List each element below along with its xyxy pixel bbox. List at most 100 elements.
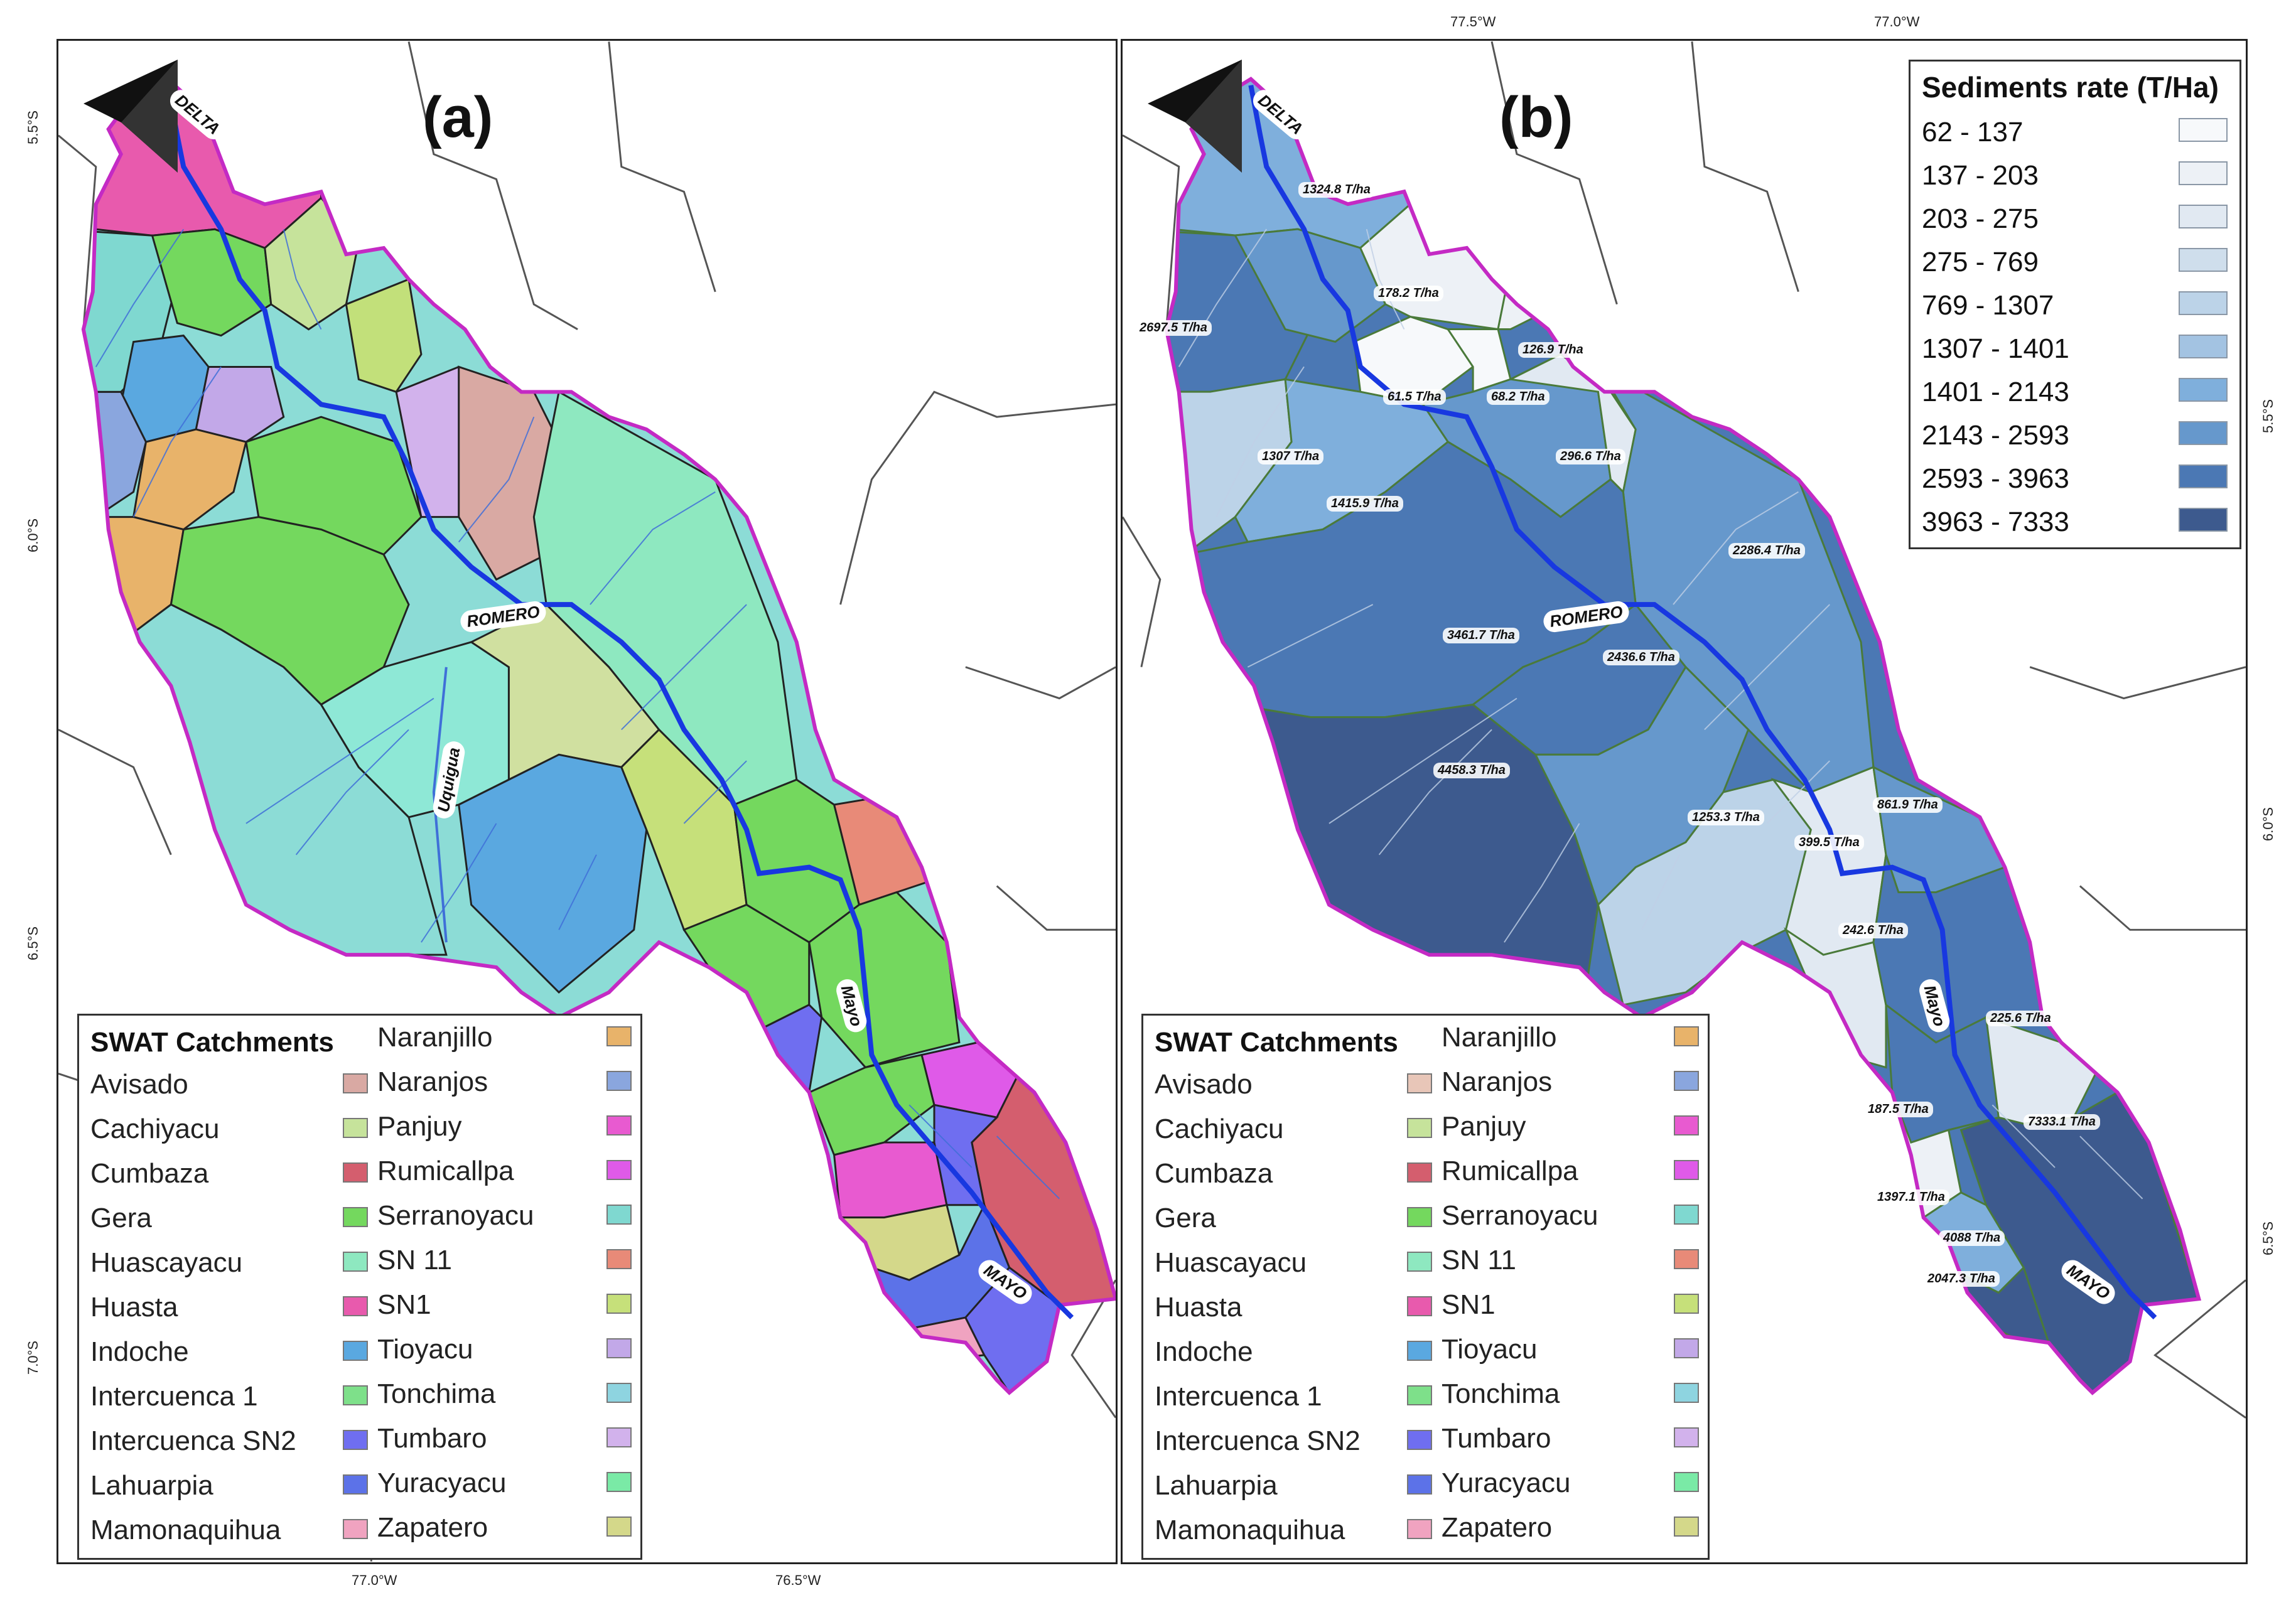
sediment-class-swatch bbox=[2179, 205, 2228, 228]
legend-name: Huascayacu bbox=[90, 1247, 243, 1278]
sediment-value-label: 178.2 T/ha bbox=[1374, 286, 1443, 301]
sediment-class-row: 2143 - 2593 bbox=[1922, 415, 2233, 453]
legend-name: Yuracyacu bbox=[377, 1468, 507, 1498]
swatch-gera bbox=[1407, 1207, 1432, 1227]
swatch-tioyacu bbox=[606, 1338, 632, 1358]
swatch-mamonaquihua bbox=[343, 1519, 368, 1539]
sediment-value-label: 1307 T/ha bbox=[1258, 449, 1324, 464]
legend-name: Huasta bbox=[90, 1292, 178, 1323]
sediment-class-label: 769 - 1307 bbox=[1922, 290, 2054, 321]
sediment-class-swatch bbox=[2179, 378, 2228, 402]
tick-label-b-right: 6.0°S bbox=[2260, 807, 2276, 841]
swatch-avisado bbox=[1407, 1073, 1432, 1093]
swatch-intercuenca-1 bbox=[1407, 1385, 1432, 1405]
legend-name: Serranoyacu bbox=[1442, 1200, 1598, 1231]
sediment-class-label: 2593 - 3963 bbox=[1922, 463, 2069, 494]
sediment-class-label: 3963 - 7333 bbox=[1922, 507, 2069, 537]
swatch-mamonaquihua bbox=[1407, 1519, 1432, 1539]
swatch-intercuenca-sn2 bbox=[1407, 1430, 1432, 1450]
swatch-yuracyacu bbox=[1674, 1472, 1699, 1492]
sediment-value-label: 2286.4 T/ha bbox=[1728, 543, 1805, 559]
legend-name: Indoche bbox=[90, 1336, 189, 1367]
legend-title: SWAT Catchments bbox=[90, 1027, 334, 1058]
swatch-sn1 bbox=[1674, 1294, 1699, 1314]
legend-name: Mamonaquihua bbox=[1155, 1515, 1345, 1545]
swatch-lahuarpia bbox=[343, 1474, 368, 1495]
swatch-indoche bbox=[343, 1341, 368, 1361]
swatch-cachiyacu bbox=[1407, 1118, 1432, 1138]
tick-label-b-right: 5.5°S bbox=[2260, 399, 2276, 433]
sediment-class-swatch bbox=[2179, 118, 2228, 142]
swatch-gera bbox=[343, 1207, 368, 1227]
legend-name: Intercuenca 1 bbox=[90, 1381, 258, 1412]
sediment-value-label: 225.6 T/ha bbox=[1986, 1011, 2056, 1026]
sediment-class-label: 275 - 769 bbox=[1922, 247, 2039, 277]
sediment-legend: Sediments rate (T/Ha) 62 - 137 137 - 203… bbox=[1909, 60, 2241, 549]
uquigua-river-a bbox=[432, 667, 448, 943]
swatch-rumicallpa bbox=[606, 1160, 632, 1180]
legend-name: SN 11 bbox=[377, 1245, 453, 1275]
legend-name: Cachiyacu bbox=[90, 1114, 220, 1144]
tick-label-a-left: 7.0°S bbox=[25, 1340, 41, 1375]
main-river-a bbox=[165, 85, 1074, 1319]
legend-name: Avisado bbox=[90, 1069, 188, 1100]
sediment-class-label: 203 - 275 bbox=[1922, 203, 2039, 234]
legend-name: Tioyacu bbox=[1442, 1334, 1538, 1365]
swatch-sn1 bbox=[606, 1294, 632, 1314]
catchment-legend-a: SWAT Catchments Avisado Cachiyacu Cumbaz… bbox=[77, 1014, 642, 1560]
tick-label-b-top: 77.5°W bbox=[1450, 14, 1496, 30]
legend-name: Zapatero bbox=[377, 1512, 488, 1543]
legend-name: Naranjos bbox=[377, 1066, 488, 1097]
sediment-class-label: 62 - 137 bbox=[1922, 117, 2024, 148]
swatch-tioyacu bbox=[1674, 1338, 1699, 1358]
sediment-value-label: 861.9 T/ha bbox=[1873, 797, 1943, 813]
swatch-cachiyacu bbox=[343, 1118, 368, 1138]
sediment-class-swatch bbox=[2179, 421, 2228, 445]
sediment-value-label: 242.6 T/ha bbox=[1838, 923, 1908, 938]
sediment-value-label: 1415.9 T/ha bbox=[1327, 496, 1403, 512]
tributaries-a bbox=[95, 228, 1060, 1200]
legend-name: Naranjillo bbox=[377, 1022, 493, 1053]
sediment-value-label: 68.2 T/ha bbox=[1487, 389, 1550, 405]
sediment-class-label: 2143 - 2593 bbox=[1922, 420, 2069, 451]
legend-name: Tumbaro bbox=[1442, 1423, 1551, 1454]
swatch-cumbaza bbox=[1407, 1162, 1432, 1183]
sediment-class-swatch bbox=[2179, 464, 2228, 488]
sediment-value-label: 3461.7 T/ha bbox=[1443, 628, 1519, 643]
legend-name: Cumbaza bbox=[90, 1158, 209, 1189]
sediment-value-label: 2436.6 T/ha bbox=[1603, 650, 1679, 665]
legend-name: Huascayacu bbox=[1155, 1247, 1307, 1278]
sediment-class-row: 1401 - 2143 bbox=[1922, 372, 2233, 409]
swatch-naranjillo bbox=[1674, 1026, 1699, 1046]
swatch-naranjillo bbox=[606, 1026, 632, 1046]
sediment-value-label: 399.5 T/ha bbox=[1794, 835, 1864, 851]
swatch-serranoyacu bbox=[606, 1205, 632, 1225]
swatch-huasta bbox=[1407, 1296, 1432, 1316]
legend-name: Avisado bbox=[1155, 1069, 1253, 1100]
swatch-panjuy bbox=[606, 1115, 632, 1135]
swatch-panjuy bbox=[1674, 1115, 1699, 1135]
swatch-zapatero bbox=[1674, 1516, 1699, 1537]
sediment-class-row: 3963 - 7333 bbox=[1922, 502, 2233, 539]
tributaries-b bbox=[1178, 228, 2143, 1200]
sediment-value-label: 7333.1 T/ha bbox=[2024, 1114, 2100, 1130]
legend-name: Mamonaquihua bbox=[90, 1515, 281, 1545]
legend-name: Indoche bbox=[1155, 1336, 1253, 1367]
legend-name: Yuracyacu bbox=[1442, 1468, 1571, 1498]
sediment-value-label: 1253.3 T/ha bbox=[1688, 810, 1764, 825]
swatch-tumbaro bbox=[1674, 1427, 1699, 1447]
swatch-naranjos bbox=[606, 1071, 632, 1091]
sediment-class-swatch bbox=[2179, 335, 2228, 358]
swatch-tonchima bbox=[606, 1383, 632, 1403]
north-arrow-icon bbox=[1148, 60, 1242, 173]
legend-name: Cachiyacu bbox=[1155, 1114, 1284, 1144]
tick-label-a-bottom: 77.0°W bbox=[352, 1572, 397, 1588]
legend-name: SN1 bbox=[377, 1289, 431, 1320]
sediment-class-swatch bbox=[2179, 508, 2228, 532]
swatch-huasta bbox=[343, 1296, 368, 1316]
swatch-indoche bbox=[1407, 1341, 1432, 1361]
tick-label-a-bottom: 76.5°W bbox=[775, 1572, 821, 1588]
map-panel-a: (a) DELTA ROMERO Uquigua Mayo MAYO SWAT … bbox=[57, 39, 1118, 1564]
sediment-class-row: 62 - 137 bbox=[1922, 112, 2233, 149]
tick-label-b-top: 77.0°W bbox=[1874, 14, 1920, 30]
